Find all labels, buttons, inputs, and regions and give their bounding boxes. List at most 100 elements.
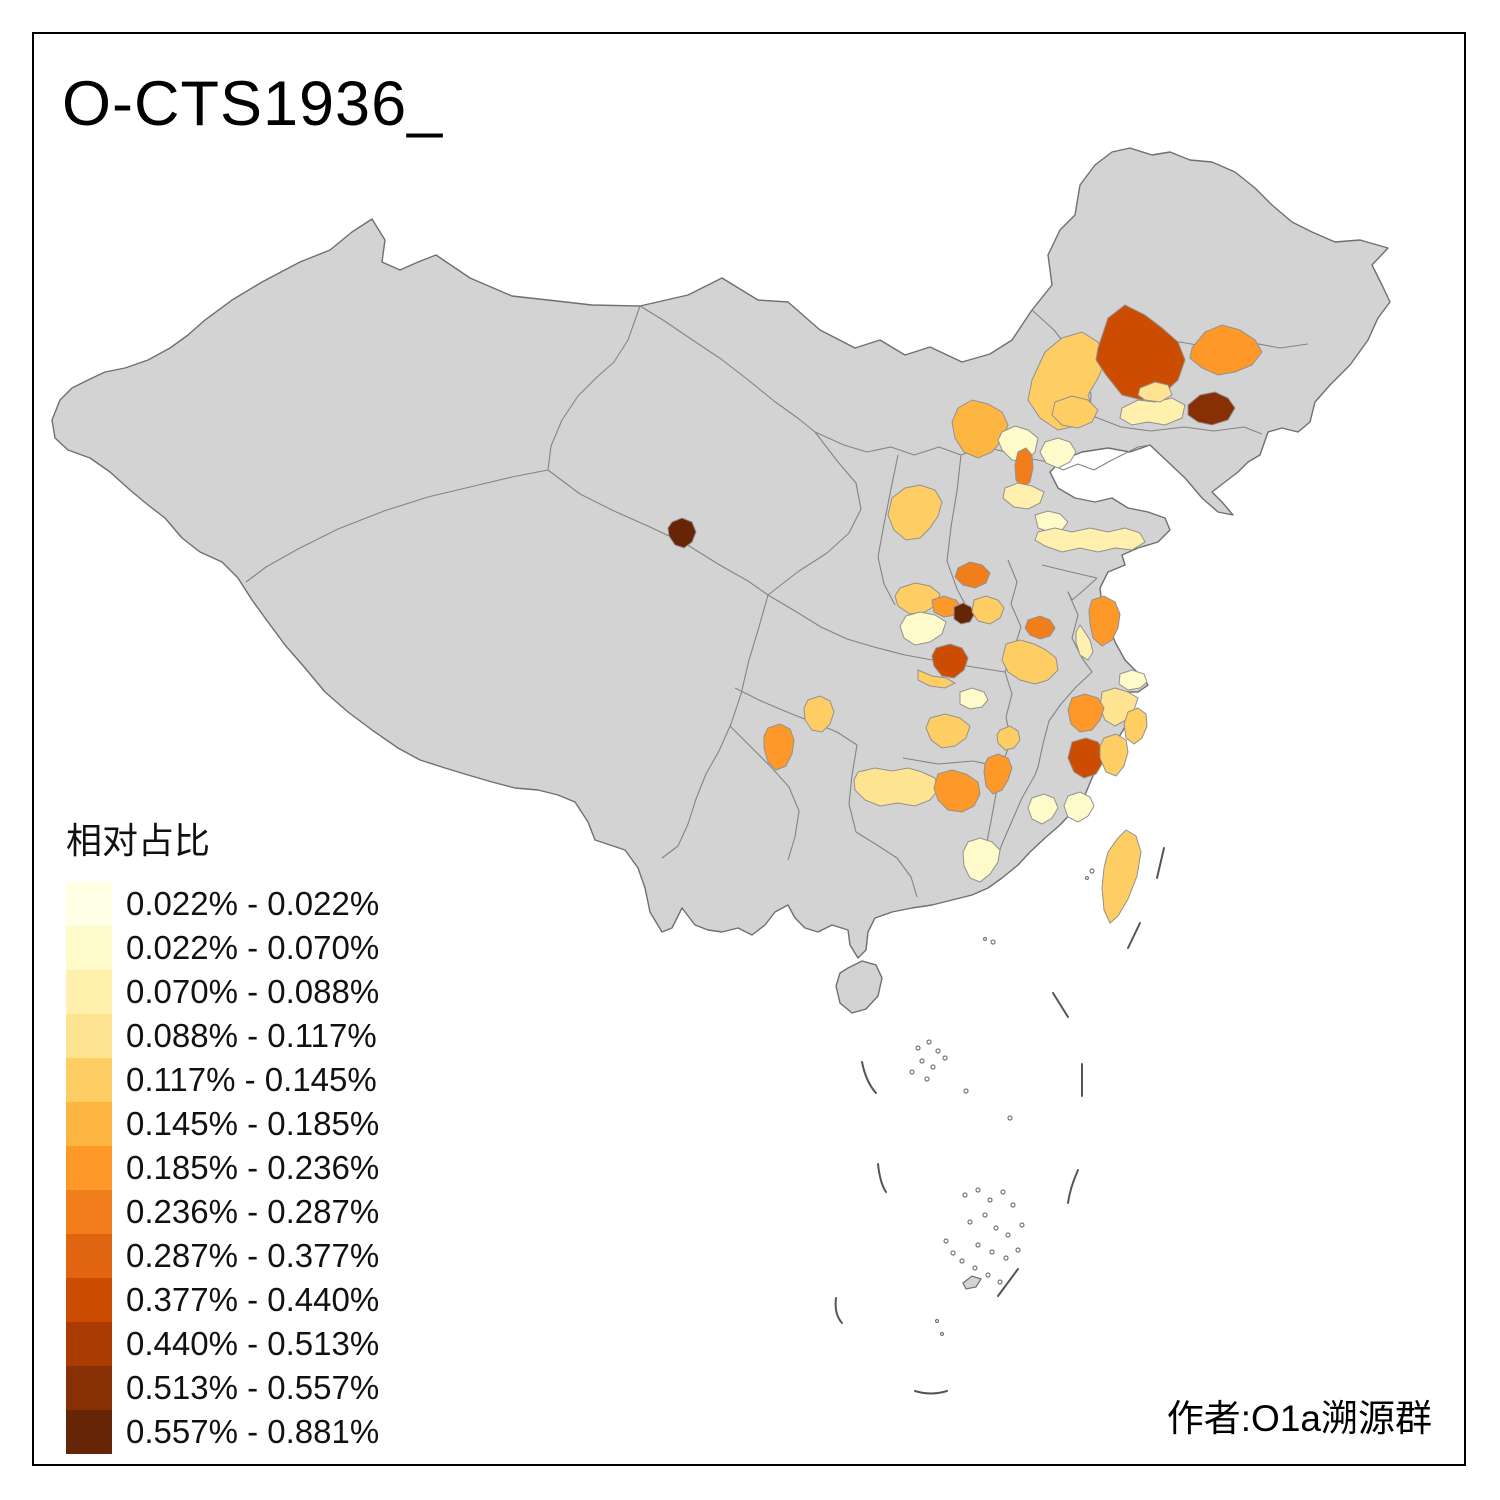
- islet: [989, 1249, 995, 1255]
- map-region: [931, 643, 969, 679]
- islet: [975, 1187, 981, 1193]
- province-border: [1041, 564, 1098, 579]
- islet: [1084, 875, 1090, 881]
- map-region: [1024, 615, 1056, 640]
- map-region: [1095, 304, 1186, 401]
- legend-title: 相对占比: [66, 820, 211, 861]
- legend-item: 0.145% - 0.185%: [66, 1102, 379, 1146]
- legend-swatch: [66, 1190, 112, 1234]
- province-border: [639, 305, 816, 433]
- legend-label: 0.287% - 0.377%: [126, 1237, 380, 1274]
- islet: [1003, 1255, 1009, 1261]
- legend-label: 0.513% - 0.557%: [126, 1369, 380, 1406]
- map-region: [1067, 693, 1105, 733]
- islet: [915, 1045, 921, 1051]
- map-region: [1187, 391, 1236, 426]
- hainan-island: [835, 960, 883, 1014]
- dash-segment: [914, 1390, 948, 1395]
- islet: [924, 1076, 930, 1082]
- map-region: [1119, 397, 1186, 426]
- legend-swatch: [66, 882, 112, 926]
- plot-frame: [32, 32, 1466, 1466]
- province-border: [855, 831, 918, 898]
- province-border: [245, 305, 641, 583]
- legend-swatch: [66, 1102, 112, 1146]
- map-region: [1063, 791, 1095, 823]
- legend-item: 0.022% - 0.022%: [66, 882, 379, 926]
- legend-label: 0.440% - 0.513%: [126, 1325, 380, 1362]
- legend-item: 0.513% - 0.557%: [66, 1366, 379, 1410]
- islet: [967, 1219, 973, 1225]
- sea-islands: [909, 868, 1095, 1337]
- dash-segment: [1052, 992, 1069, 1018]
- dash-segment: [861, 1061, 877, 1094]
- province-border: [1034, 671, 1093, 776]
- map-region: [1118, 669, 1148, 691]
- map-region: [933, 769, 981, 813]
- map-region: [763, 723, 795, 771]
- legend-label: 0.145% - 0.185%: [126, 1105, 380, 1142]
- islet: [1007, 1115, 1013, 1121]
- map-region: [887, 484, 943, 541]
- legend-item: 0.070% - 0.088%: [66, 970, 379, 1014]
- islet: [997, 1279, 1003, 1285]
- map-region: [959, 687, 989, 710]
- islet: [939, 1331, 945, 1337]
- islet: [993, 1225, 999, 1231]
- map-region: [971, 595, 1005, 625]
- map-region: [1014, 447, 1034, 489]
- islet: [926, 1039, 932, 1045]
- map-region: [996, 725, 1021, 751]
- map-region: [951, 399, 1009, 459]
- province-border: [547, 469, 769, 596]
- legend-item: 0.117% - 0.145%: [66, 1058, 379, 1102]
- islet: [943, 1238, 949, 1244]
- legend-item: 0.236% - 0.287%: [66, 1190, 379, 1234]
- legend-label: 0.557% - 0.881%: [126, 1413, 380, 1450]
- legend-swatch: [66, 1014, 112, 1058]
- legend-swatch: [66, 1366, 112, 1410]
- legend-swatch: [66, 1278, 112, 1322]
- islet: [1089, 868, 1095, 874]
- legend-item: 0.185% - 0.236%: [66, 1146, 379, 1190]
- islet: [972, 1265, 978, 1271]
- nine-dash-line: [834, 847, 1165, 1395]
- legend-label: 0.117% - 0.145%: [126, 1061, 377, 1098]
- choropleth-regions: [667, 304, 1263, 924]
- province-border: [661, 594, 769, 859]
- map-region: [1067, 737, 1105, 779]
- islet: [963, 1088, 969, 1094]
- legend-swatch: [66, 1146, 112, 1190]
- map-region: [925, 713, 971, 749]
- legend-label: 0.185% - 0.236%: [126, 1149, 380, 1186]
- dash-segment: [1127, 922, 1141, 949]
- legend-items: 0.022% - 0.022% 0.022% - 0.070% 0.070% - 0…: [66, 882, 379, 1454]
- map-region: [1123, 707, 1148, 745]
- map-region: [1002, 482, 1045, 510]
- map-region: [1001, 639, 1059, 685]
- islet: [1019, 1222, 1025, 1228]
- legend-item: 0.440% - 0.513%: [66, 1322, 379, 1366]
- islet: [919, 1058, 925, 1064]
- islet: [982, 936, 988, 942]
- islet: [985, 1272, 991, 1278]
- map-region: [1051, 395, 1099, 429]
- province-border: [1089, 414, 1263, 435]
- islet: [975, 1242, 981, 1248]
- map-region: [954, 561, 991, 589]
- map-region: [917, 669, 957, 689]
- legend-swatch: [66, 1410, 112, 1454]
- map-region: [894, 582, 941, 615]
- islet: [987, 1197, 993, 1203]
- legend-item: 0.557% - 0.881%: [66, 1410, 379, 1454]
- attribution: 作者:O1a溯源群: [1166, 1398, 1432, 1439]
- map-region: [962, 837, 1001, 883]
- province-border: [734, 687, 858, 833]
- legend-item: 0.022% - 0.070%: [66, 926, 379, 970]
- map-region: [899, 611, 947, 646]
- islet: [942, 1055, 948, 1061]
- dash-segment: [877, 1163, 887, 1193]
- province-border: [1047, 444, 1151, 471]
- dash-segment: [997, 1268, 1019, 1297]
